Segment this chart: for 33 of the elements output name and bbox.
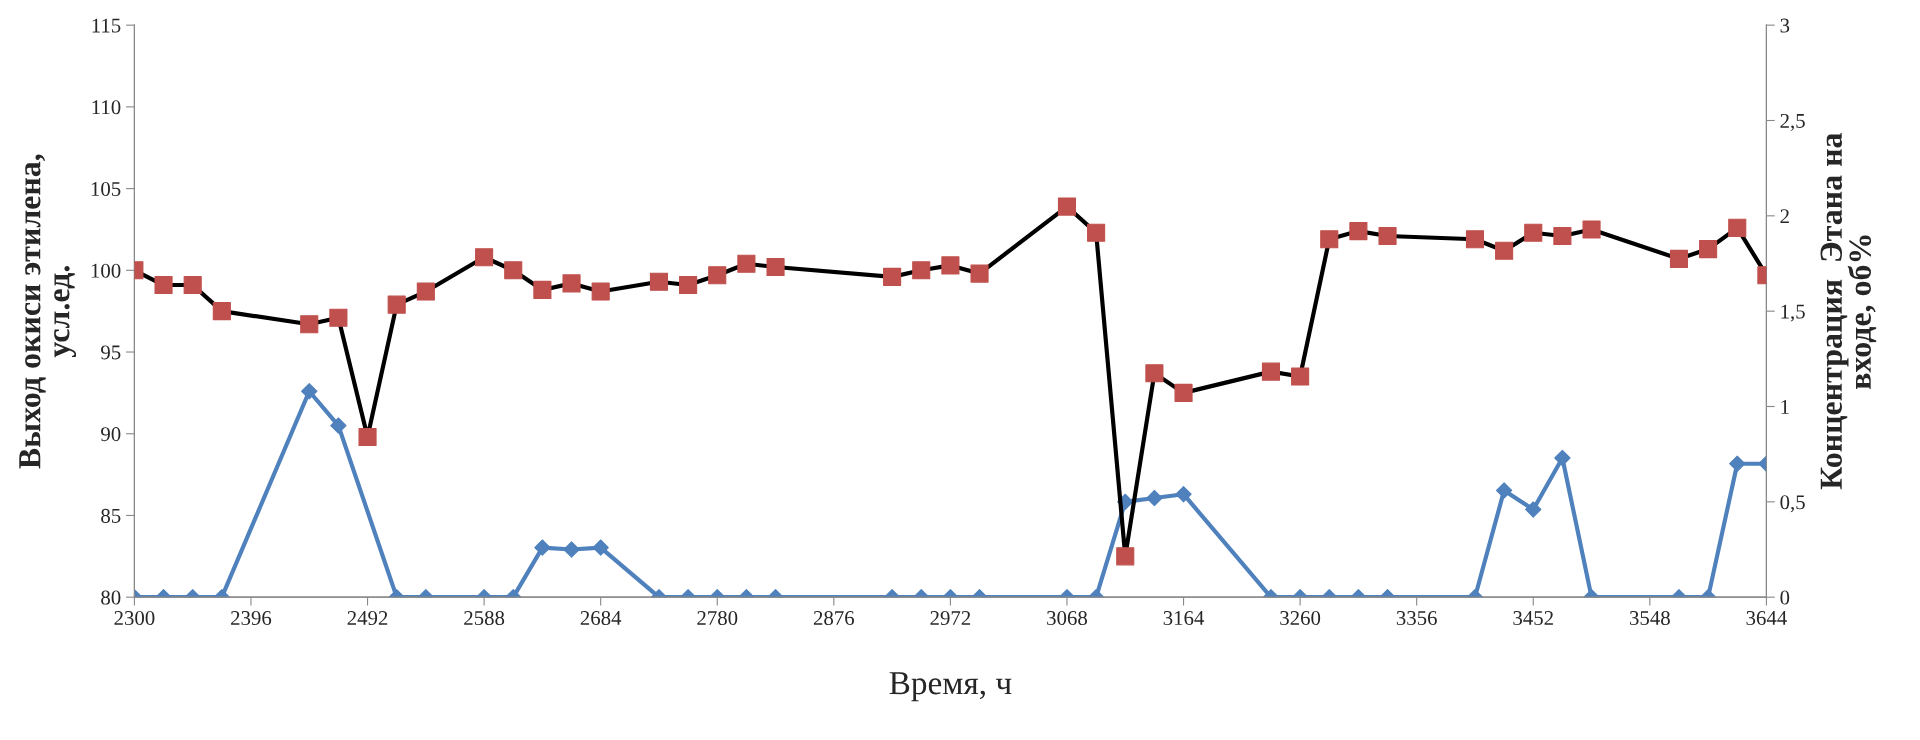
y-tick-label: 110 (92, 100, 121, 115)
y2-axis-title: Концентрация Этана на входе, об% (1820, 133, 1877, 490)
y2-tick-label: 0,5 (1780, 495, 1805, 513)
y2-tick-label: 0 (1780, 590, 1790, 605)
y-tick-label: 100 (91, 263, 121, 278)
y2-tick-label: 1 (1781, 399, 1789, 414)
x-tick-label: 2300 (114, 610, 155, 626)
x-tick-label: 3356 (1396, 611, 1437, 626)
y-tick-label: 90 (101, 427, 121, 442)
y-tick-label: 85 (101, 508, 121, 523)
y2-tick-label: 2 (1780, 209, 1789, 224)
x-tick-label: 3644 (1746, 611, 1787, 626)
x-tick-label: 2684 (580, 610, 622, 626)
x-tick-label: 3068 (1047, 610, 1088, 626)
y2-tick-label: 3 (1780, 18, 1790, 33)
x-tick-label: 2972 (930, 611, 971, 626)
y2-tick-label: 1,5 (1781, 304, 1805, 322)
x-tick-label: 2492 (347, 611, 388, 626)
y-tick-label: 80 (101, 590, 121, 605)
y-tick-label: 115 (92, 18, 121, 33)
x-tick-label: 2876 (813, 610, 855, 626)
x-tick-label: 2588 (464, 610, 505, 626)
y-tick-label: 95 (101, 345, 121, 360)
x-tick-label: 3260 (1280, 610, 1321, 626)
x-tick-label: 3452 (1513, 611, 1553, 626)
x-tick-label: 3164 (1163, 611, 1205, 626)
y2-tick-label: 2,5 (1780, 113, 1805, 131)
x-tick-label: 2780 (697, 610, 738, 626)
x-tick-label: 2396 (231, 611, 272, 626)
x-tick-label: 3548 (1629, 610, 1670, 626)
y-tick-label: 105 (91, 181, 121, 197)
x-axis-title: Время, ч (889, 672, 1012, 702)
y-axis-title: Выход окиси этилена, усл.ед. (19, 154, 77, 469)
